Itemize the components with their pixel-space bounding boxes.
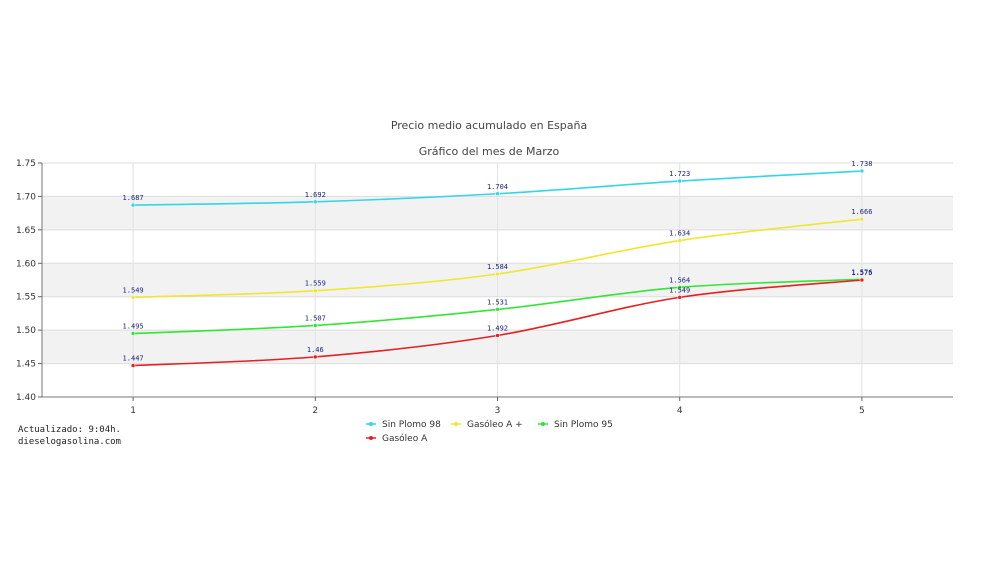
data-label: 1.575	[851, 269, 872, 277]
site-credit: dieselogasolina.com	[18, 437, 121, 447]
x-tick-label: 2	[312, 406, 318, 416]
data-point	[677, 178, 682, 184]
data-point	[495, 333, 500, 338]
data-label: 1.576	[851, 268, 872, 276]
data-label: 1.46	[307, 346, 324, 354]
y-tick-label: 1.65	[16, 226, 36, 236]
y-tick-label: 1.70	[16, 192, 36, 202]
data-point	[859, 277, 865, 283]
data-point	[677, 285, 682, 290]
data-point	[313, 354, 318, 360]
data-label: 1.492	[487, 324, 508, 332]
legend-label: Sin Plomo 98	[382, 420, 441, 430]
x-tick-label: 4	[677, 406, 683, 416]
chart-title: Precio medio acumulado en España	[391, 119, 587, 132]
legend-label: Sin Plomo 95	[554, 420, 613, 430]
data-point	[677, 295, 682, 300]
data-point	[130, 295, 136, 300]
data-point	[313, 323, 318, 328]
data-labels: 1.687 1.692 1.704 1.723 1.738 1.549 1.559 1.584…	[123, 160, 873, 363]
data-label: 1.549	[123, 286, 144, 294]
data-label: 1.687	[123, 194, 144, 202]
legend-marker	[369, 436, 373, 440]
y-tick-label: 1.75	[16, 159, 36, 169]
data-point	[130, 331, 136, 336]
data-label: 1.738	[851, 160, 872, 168]
legend-label: Gasóleo A	[382, 433, 428, 444]
data-point	[859, 216, 865, 222]
data-point	[313, 199, 318, 205]
x-tick-label: 1	[130, 406, 136, 416]
data-point	[495, 191, 500, 197]
data-label: 1.507	[305, 314, 326, 322]
legend-marker	[541, 422, 545, 426]
updated-time: Actualizado: 9:04h.	[18, 425, 121, 435]
data-label: 1.634	[669, 230, 690, 238]
legend-label: Gasóleo A +	[467, 419, 523, 430]
data-label: 1.549	[669, 286, 690, 294]
data-label: 1.666	[851, 208, 872, 216]
x-tick-label: 5	[859, 406, 865, 416]
data-point	[677, 238, 682, 243]
y-tick-label: 1.40	[16, 393, 36, 403]
data-point	[495, 307, 500, 312]
data-label: 1.564	[669, 276, 690, 284]
data-point	[130, 363, 136, 368]
y-tick-label: 1.55	[16, 293, 36, 303]
data-label: 1.559	[305, 280, 326, 288]
chart-subtitle: Gráfico del mes de Marzo	[419, 145, 560, 158]
data-label: 1.704	[487, 183, 508, 191]
data-points	[130, 168, 865, 368]
legend-marker	[454, 422, 458, 426]
data-label: 1.531	[487, 298, 508, 306]
data-label: 1.723	[669, 170, 690, 178]
data-point	[130, 202, 136, 208]
legend: Sin Plomo 98 Gasóleo A + Sin Plomo 95 Gasól…	[366, 419, 613, 444]
y-tick-label: 1.50	[16, 326, 36, 336]
data-point	[313, 288, 318, 293]
data-point	[495, 271, 500, 277]
data-label: 1.495	[123, 322, 144, 330]
data-label: 1.447	[123, 355, 144, 363]
y-axis-ticks: 1.40 1.45 1.50 1.55 1.60 1.65 1.70 1.75	[16, 159, 42, 403]
x-tick-label: 3	[495, 406, 501, 416]
data-point	[859, 168, 865, 174]
y-tick-label: 1.45	[16, 360, 36, 370]
y-tick-label: 1.60	[16, 259, 36, 269]
x-axis-ticks: 1 2 3 4 5	[130, 397, 865, 416]
data-label: 1.692	[305, 191, 326, 199]
legend-marker	[369, 422, 373, 426]
data-label: 1.584	[487, 263, 508, 271]
